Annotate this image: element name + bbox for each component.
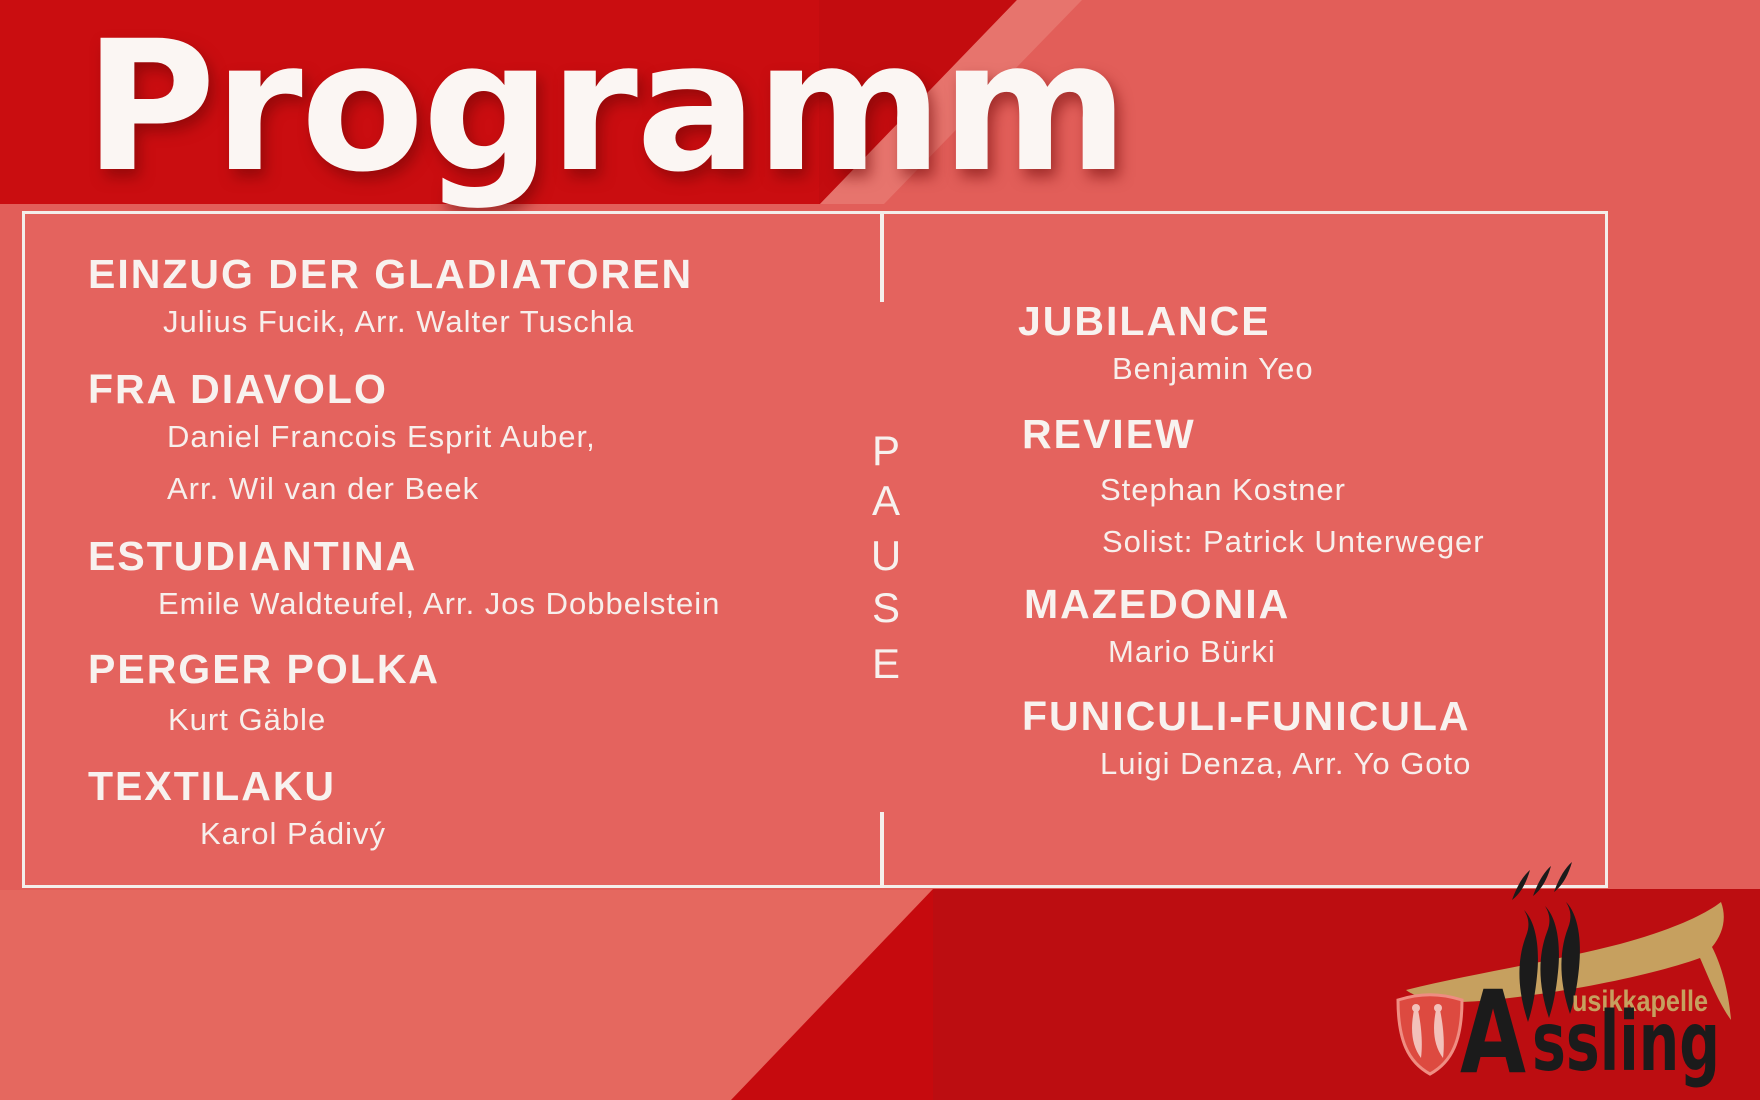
pause-letter: E	[871, 640, 900, 687]
program-panel	[22, 211, 1608, 888]
musikkapelle-assling-logo: usikkapelle A ssling	[1396, 862, 1731, 1099]
piece-title: ESTUDIANTINA	[88, 533, 418, 579]
logo-m-spikes-icon	[1512, 862, 1580, 1022]
pause-letter: P	[871, 427, 900, 474]
logo-name-big-letter: A	[1460, 966, 1526, 1099]
logo-shield-figures-icon	[1412, 1004, 1444, 1058]
piece-title: REVIEW	[1022, 411, 1196, 457]
page-title: Programm	[84, 3, 1129, 212]
piece-credit: Daniel Francois Esprit Auber,	[167, 419, 596, 454]
logo-kapelle-text: usikkapelle	[1572, 985, 1708, 1018]
piece-credit: Kurt Gäble	[168, 702, 327, 737]
piece-title: JUBILANCE	[1018, 298, 1271, 344]
piece-credit: Mario Bürki	[1108, 634, 1276, 669]
piece-title: TEXTILAKU	[88, 763, 337, 809]
piece-credit: Julius Fucik, Arr. Walter Tuschla	[163, 304, 635, 339]
piece-credit: Emile Waldteufel, Arr. Jos Dobbelstein	[158, 586, 721, 621]
piece-title: PERGER POLKA	[88, 646, 441, 692]
logo-shield-icon	[1396, 993, 1464, 1076]
pause-letter: S	[871, 584, 900, 631]
piece-credit: Solist: Patrick Unterweger	[1102, 524, 1485, 559]
piece-title: FRA DIAVOLO	[88, 366, 388, 412]
piece-title: FUNICULI-FUNICULA	[1022, 693, 1471, 739]
logo-name-rest: ssling	[1532, 995, 1720, 1090]
piece-credit: Benjamin Yeo	[1112, 351, 1314, 386]
pause-letter: U	[870, 532, 902, 579]
pause-letter: A	[871, 477, 900, 524]
piece-title: EINZUG DER GLADIATOREN	[88, 251, 694, 297]
piece-credit: Luigi Denza, Arr. Yo Goto	[1100, 746, 1472, 781]
pause-divider-bottom-line	[880, 812, 884, 888]
pause-divider-top-line	[880, 214, 884, 302]
piece-credit: Stephan Kostner	[1100, 472, 1346, 507]
piece-credit: Arr. Wil van der Beek	[167, 471, 480, 506]
piece-title: MAZEDONIA	[1024, 581, 1291, 627]
piece-credit: Karol Pádivý	[200, 816, 387, 851]
